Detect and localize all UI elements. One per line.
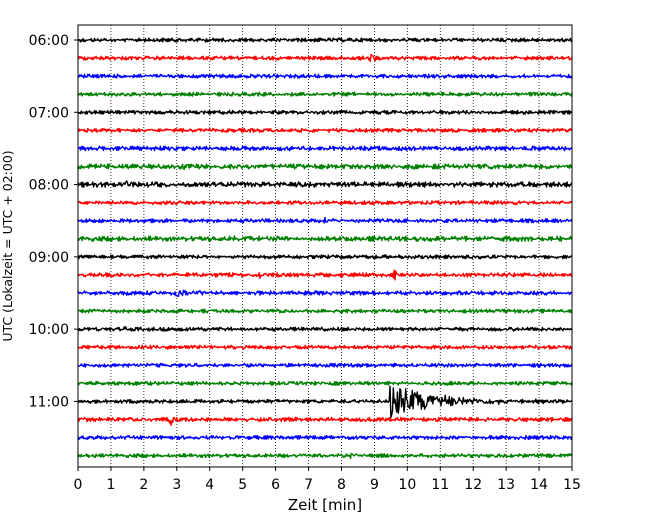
trace-0845 (77, 235, 573, 242)
x-tick-label: 13 (497, 477, 515, 493)
y-tick-label: 07:00 (29, 105, 69, 121)
trace-1030 (77, 362, 573, 368)
x-tick-label: 8 (337, 477, 346, 493)
y-tick-label: 08:00 (29, 178, 69, 194)
trace-1015 (77, 344, 573, 350)
trace-0800 (77, 180, 573, 188)
x-tick-label: 0 (74, 477, 83, 493)
y-tick-label: 10:00 (29, 322, 69, 338)
x-tick-label: 15 (563, 477, 581, 493)
trace-1100 (77, 385, 573, 419)
trace-0945 (77, 308, 573, 314)
trace-0600 (77, 37, 573, 43)
x-tick-label: 2 (139, 477, 148, 493)
y-tick-label: 11:00 (29, 394, 69, 410)
trace-0930 (77, 289, 573, 298)
y-tick-label: 06:00 (29, 33, 69, 49)
x-axis-ticks: 0 1 2 3 4 5 6 7 8 9 10 11 12 13 14 15 (74, 467, 581, 493)
trace-0745 (77, 163, 573, 170)
trace-0730 (77, 145, 573, 152)
x-tick-label: 6 (271, 477, 280, 493)
x-tick-label: 10 (398, 477, 416, 493)
plot-frame (77, 24, 573, 468)
y-axis-label: UTC (Lokalzeit = UTC + 02:00) (0, 150, 15, 341)
y-axis-ticks: 06:00 07:00 08:00 09:00 10:00 11:00 (29, 33, 78, 410)
trace-1145 (77, 452, 573, 460)
trace-0900 (77, 254, 573, 260)
trace-1045 (77, 380, 573, 386)
trace-0645 (77, 91, 573, 97)
x-axis-label: Zeit [min] (288, 496, 362, 514)
trace-0700 (77, 109, 573, 115)
y-tick-label: 09:00 (29, 250, 69, 266)
x-tick-label: 1 (106, 477, 115, 493)
x-tick-label: 11 (431, 477, 449, 493)
trace-1115 (77, 416, 573, 426)
x-tick-label: 9 (370, 477, 379, 493)
x-tick-label: 12 (464, 477, 482, 493)
trace-0915 (77, 269, 573, 281)
x-tick-label: 5 (238, 477, 247, 493)
seismogram-traces (77, 37, 573, 460)
trace-0830 (77, 216, 573, 224)
x-tick-label: 14 (530, 477, 548, 493)
trace-1000 (77, 326, 573, 332)
plot-background (78, 25, 572, 467)
trace-1130 (77, 434, 573, 441)
x-tick-label: 3 (172, 477, 181, 493)
trace-0630 (77, 73, 573, 79)
x-tick-label: 7 (304, 477, 313, 493)
trace-0815 (77, 200, 573, 206)
trace-0615 (77, 53, 573, 63)
trace-0715 (77, 127, 573, 133)
x-tick-label: 4 (205, 477, 214, 493)
